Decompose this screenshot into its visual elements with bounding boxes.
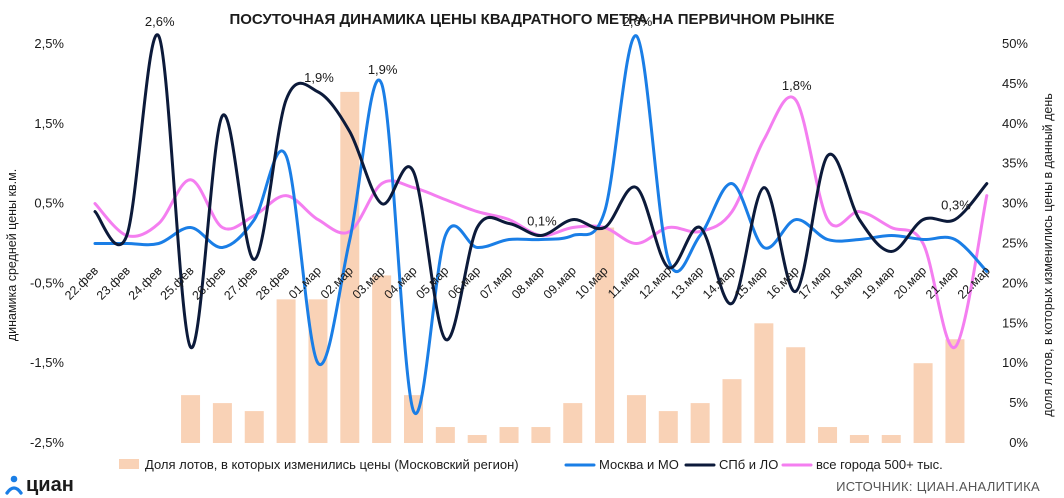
y-right-tick-label: 20%	[1002, 275, 1028, 290]
bar-18.мар	[849, 435, 869, 443]
data-label: 0,3%	[941, 198, 971, 213]
bar-09.мар	[563, 403, 583, 443]
line-moscow	[93, 34, 989, 416]
legend-label-moscow: Москва и МО	[599, 457, 679, 472]
x-tick-label: 21.мар	[923, 264, 961, 302]
data-label: 2,6%	[623, 14, 653, 29]
x-tick-label: 27.фев	[221, 263, 260, 302]
chart-title: ПОСУТОЧНАЯ ДИНАМИКА ЦЕНЫ КВАДРАТНОГО МЕТ…	[229, 11, 834, 28]
x-tick-label: 08.мар	[509, 264, 547, 302]
y-right-tick-label: 25%	[1002, 236, 1028, 251]
bar-28.фев	[276, 299, 296, 443]
y-left-tick-label: -2,5%	[30, 435, 64, 450]
x-tick-label: 28.фев	[253, 263, 292, 302]
data-label: 2,6%	[145, 14, 175, 29]
x-tick-label: 23.фев	[94, 263, 133, 302]
legend-label-bars: Доля лотов, в которых изменились цены (М…	[145, 457, 519, 472]
y-right-ticks: 0% 5% 10% 15% 20% 25% 30% 35% 40% 45% 50%	[1002, 36, 1028, 450]
x-tick-label: 05.мар	[413, 264, 451, 302]
bar-25.фев	[181, 395, 201, 443]
bar-02.мар	[340, 91, 360, 443]
x-tick-label: 15.мар	[732, 264, 770, 302]
cian-logo-text: циан	[26, 474, 74, 496]
bar-12.мар	[658, 411, 678, 443]
cian-logo: циан	[5, 474, 74, 496]
x-tick-label: 09.мар	[541, 264, 579, 302]
bar-17.мар	[818, 427, 838, 443]
data-label: 0,1%	[527, 214, 557, 229]
bar-11.мар	[626, 395, 646, 443]
y-right-tick-label: 45%	[1002, 76, 1028, 91]
cian-logo-icon	[5, 475, 23, 495]
x-tick-labels: 22.фев23.фев24.фев25.фев26.фев27.фев28.ф…	[62, 263, 993, 302]
line-spb	[93, 33, 989, 349]
x-tick-label: 25.фев	[158, 263, 197, 302]
x-tick-label: 26.фев	[189, 263, 228, 302]
y-right-axis-label: доля лотов, в которых изменились цены в …	[1041, 93, 1055, 417]
bar-20.мар	[913, 363, 933, 443]
x-tick-label: 12.мар	[636, 264, 674, 302]
x-tick-label: 20.мар	[891, 264, 929, 302]
x-tick-label: 16.мар	[764, 264, 802, 302]
bar-26.фев	[212, 403, 232, 443]
bar-13.мар	[690, 403, 710, 443]
legend-label-spb: СПб и ЛО	[719, 457, 778, 472]
y-left-tick-label: -0,5%	[30, 275, 64, 290]
x-tick-label: 24.фев	[126, 263, 165, 302]
y-left-tick-label: 0,5%	[34, 196, 64, 211]
data-label: 1,8%	[782, 78, 812, 93]
x-tick-label: 06.мар	[445, 264, 483, 302]
bar-01.мар	[308, 299, 328, 443]
bar-15.мар	[754, 323, 774, 443]
x-tick-label: 19.мар	[859, 264, 897, 302]
y-right-tick-label: 10%	[1002, 355, 1028, 370]
y-left-tick-label: 2,5%	[34, 36, 64, 51]
y-right-tick-label: 30%	[1002, 196, 1028, 211]
y-right-tick-label: 40%	[1002, 116, 1028, 131]
legend: Доля лотов, в которых изменились цены (М…	[119, 457, 943, 472]
bar-08.мар	[531, 427, 551, 443]
bar-16.мар	[786, 347, 806, 443]
bar-06.мар	[467, 435, 487, 443]
y-right-tick-label: 50%	[1002, 36, 1028, 51]
y-left-axis-label: динамика средней цены кв.м.	[5, 169, 19, 341]
y-right-tick-label: 5%	[1009, 395, 1028, 410]
source-note: ИСТОЧНИК: ЦИАН.АНАЛИТИКА	[836, 479, 1040, 494]
bar-05.мар	[435, 427, 455, 443]
x-tick-label: 18.мар	[827, 264, 865, 302]
legend-swatch-bars	[119, 459, 139, 469]
data-annotations: 2,6% 1,9% 1,9% 0,1% 2,6% 1,8% 0,3%	[145, 14, 971, 229]
y-right-tick-label: 0%	[1009, 435, 1028, 450]
x-tick-label: 07.мар	[477, 264, 515, 302]
lines-layer	[93, 33, 989, 416]
y-left-tick-label: 1,5%	[34, 116, 64, 131]
bar-07.мар	[499, 427, 519, 443]
bar-19.мар	[881, 435, 901, 443]
bar-27.фев	[244, 411, 264, 443]
legend-label-cities: все города 500+ тыс.	[816, 457, 943, 472]
y-right-tick-label: 15%	[1002, 315, 1028, 330]
data-label: 1,9%	[368, 62, 398, 77]
x-tick-label: 22.фев	[62, 263, 101, 302]
bar-21.мар	[945, 339, 965, 443]
bar-03.мар	[372, 275, 392, 443]
bar-14.мар	[722, 379, 742, 443]
line-cities-500k	[93, 95, 989, 349]
data-label: 1,9%	[304, 70, 334, 85]
y-left-ticks: -2,5% -1,5% -0,5% 0,5% 1,5% 2,5%	[30, 36, 64, 450]
bar-10.мар	[595, 227, 615, 443]
y-left-tick-label: -1,5%	[30, 355, 64, 370]
y-right-tick-label: 35%	[1002, 156, 1028, 171]
x-tick-label: 14.мар	[700, 264, 738, 302]
